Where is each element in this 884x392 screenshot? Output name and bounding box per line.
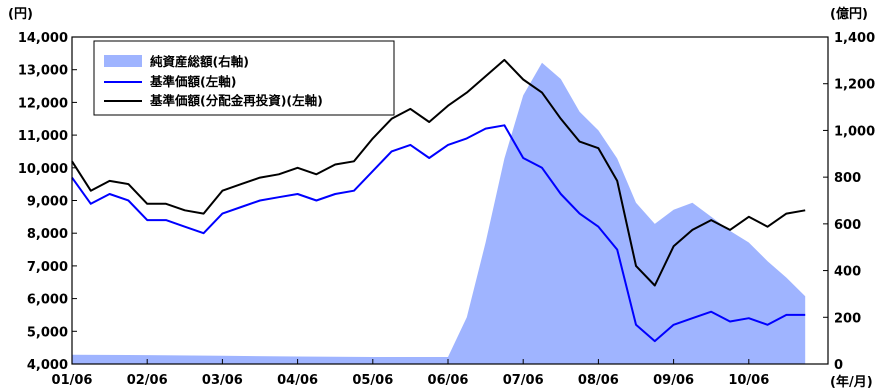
left-tick-label: 6,000 — [27, 293, 68, 308]
right-tick-label: 600 — [834, 218, 861, 233]
left-axis-unit: (円) — [8, 7, 33, 22]
x-tick-label: 06/06 — [428, 373, 469, 388]
right-tick-label: 1,000 — [834, 124, 875, 139]
legend-label-nav: 基準価額(左軸) — [149, 74, 236, 89]
left-tick-label: 8,000 — [27, 227, 68, 242]
axes-layer: 14,000 13,000 12,000 11,000 10,000 9,000 8,000… — [18, 31, 875, 388]
right-axis-unit: (億円) — [830, 6, 868, 22]
series-nav-reinvested-line — [71, 58, 806, 287]
right-tick-label: 1,400 — [834, 31, 875, 46]
left-tick-label: 10,000 — [18, 162, 68, 177]
left-tick-label: 12,000 — [18, 96, 68, 111]
legend-box — [93, 40, 395, 116]
x-tick-label: 04/06 — [277, 373, 318, 388]
right-tick-label: 200 — [834, 311, 861, 326]
left-tick-label: 4,000 — [27, 358, 68, 373]
x-tick-label: 05/06 — [352, 373, 393, 388]
left-tick-label: 7,000 — [27, 260, 68, 275]
x-tick-label: 03/06 — [202, 373, 243, 388]
legend-label-nav-reinvested: 基準価額(分配金再投資)(左軸) — [149, 93, 323, 108]
left-tick-label: 14,000 — [18, 31, 68, 46]
left-tick-label: 9,000 — [27, 195, 68, 210]
left-tick-label: 11,000 — [18, 129, 68, 144]
x-tick-label: 10/06 — [728, 373, 769, 388]
right-tick-label: 1,200 — [834, 78, 875, 93]
nav-lines-layer — [71, 58, 806, 343]
net-assets-area-layer — [72, 62, 806, 364]
right-tick-label: 0 — [834, 358, 843, 373]
left-tick-label: 13,000 — [18, 64, 68, 79]
legend-swatch-net-assets — [104, 55, 142, 67]
legend-label-net-assets: 純資産総額(右軸) — [150, 54, 249, 69]
series-nav-line — [71, 124, 806, 343]
legend: 純資産総額(右軸) 基準価額(左軸) 基準価額(分配金再投資)(左軸) — [93, 40, 395, 116]
x-tick-label: 09/06 — [653, 373, 694, 388]
series-net-assets-area — [72, 62, 806, 364]
x-axis-unit: (年/月) — [830, 374, 873, 390]
left-tick-label: 5,000 — [27, 325, 68, 340]
right-tick-label: 800 — [834, 171, 861, 186]
x-tick-label: 01/06 — [52, 373, 93, 388]
x-tick-label: 07/06 — [503, 373, 544, 388]
right-tick-label: 400 — [834, 265, 861, 280]
x-tick-label: 08/06 — [578, 373, 619, 388]
x-tick-label: 02/06 — [127, 373, 168, 388]
